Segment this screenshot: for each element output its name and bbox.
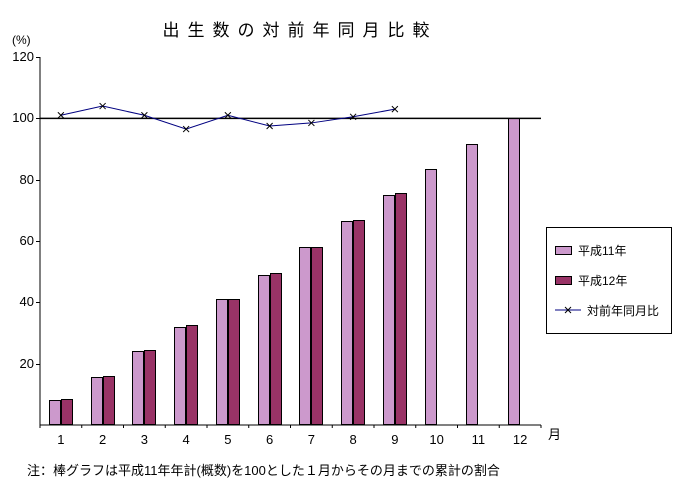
legend-item-heisei11: 平成11年 bbox=[555, 242, 663, 259]
y-axis-tick-mark bbox=[36, 179, 40, 181]
y-axis-tick-mark bbox=[36, 57, 40, 58]
bar-h11-month-7 bbox=[299, 247, 312, 425]
y-axis-tick-mark bbox=[36, 241, 40, 242]
chart-title: 出生数の対前年同月比較 bbox=[162, 21, 438, 40]
x-axis-tick-label: 3 bbox=[140, 432, 148, 447]
legend-swatch-heisei12 bbox=[555, 275, 572, 285]
bar-h11-month-2 bbox=[90, 377, 103, 425]
y-axis-tick-label: 60 bbox=[19, 233, 34, 248]
bar-h11-month-3 bbox=[132, 351, 145, 425]
x-axis-unit-label: 月 bbox=[548, 427, 562, 442]
bar-h11-month-11 bbox=[466, 144, 479, 425]
y-axis-tick-label: 40 bbox=[19, 294, 34, 310]
bar-h11-month-9 bbox=[382, 195, 395, 425]
bar-h11-month-4 bbox=[174, 326, 187, 425]
footnote: 注：棒グラフは平成11年年計(概数)を100とした１月からその月までの累計の割合 bbox=[27, 463, 500, 478]
bar-h12-month-1 bbox=[60, 398, 73, 425]
y-axis-tick-label: 120 bbox=[12, 49, 34, 64]
x-axis-tick-label: 8 bbox=[349, 432, 357, 447]
bar-h12-month-7 bbox=[311, 247, 324, 425]
legend-item-ratio-line: 対前年同月比 bbox=[555, 302, 663, 319]
bar-h11-month-10 bbox=[424, 168, 437, 425]
bar-h12-month-3 bbox=[144, 349, 157, 425]
y-axis-tick-mark bbox=[36, 302, 40, 304]
bar-h11-month-12 bbox=[508, 118, 521, 425]
bar-h11-month-5 bbox=[215, 299, 228, 425]
bar-h11-month-8 bbox=[341, 221, 354, 425]
x-axis-tick-label: 6 bbox=[266, 432, 274, 447]
legend-line-x-marker-sample bbox=[555, 306, 581, 314]
x-axis-tick-label: 1 bbox=[57, 432, 65, 447]
bar-h12-month-9 bbox=[394, 193, 407, 425]
x-axis-tick-label: 9 bbox=[391, 432, 399, 447]
bar-h12-month-8 bbox=[353, 219, 366, 425]
y-axis-tick-label: 80 bbox=[19, 171, 34, 187]
legend: 平成11年 平成12年 対前年同月比 bbox=[546, 227, 672, 334]
y-axis-tick-label: 20 bbox=[19, 355, 34, 371]
bar-h12-month-5 bbox=[227, 299, 240, 425]
x-axis-tick-label: 10 bbox=[429, 432, 444, 447]
legend-label-heisei12: 平成12年 bbox=[578, 273, 628, 288]
legend-swatch-heisei11 bbox=[555, 246, 572, 256]
x-axis-tick-label: 12 bbox=[512, 432, 528, 447]
bar-h11-month-1 bbox=[48, 400, 61, 425]
y-axis-unit-label: (%) bbox=[12, 33, 31, 47]
legend-label-ratio: 対前年同月比 bbox=[587, 303, 660, 318]
bar-h11-month-6 bbox=[257, 274, 270, 425]
y-axis-tick-label: 100 bbox=[12, 110, 34, 126]
x-axis-tick-label: 11 bbox=[471, 432, 486, 447]
bar-h12-month-4 bbox=[186, 325, 199, 425]
x-axis-tick-label: 5 bbox=[224, 432, 232, 447]
legend-item-heisei12: 平成12年 bbox=[555, 272, 663, 289]
x-axis-tick-label: 7 bbox=[307, 432, 315, 447]
bar-h12-month-2 bbox=[102, 375, 115, 425]
y-axis-tick-mark bbox=[36, 363, 40, 365]
bar-h12-month-6 bbox=[269, 273, 282, 425]
y-axis-tick-mark bbox=[36, 118, 40, 120]
x-axis-tick-label: 4 bbox=[182, 432, 190, 447]
x-axis-tick-label: 2 bbox=[99, 432, 107, 447]
legend-label-heisei11: 平成11年 bbox=[578, 244, 627, 259]
